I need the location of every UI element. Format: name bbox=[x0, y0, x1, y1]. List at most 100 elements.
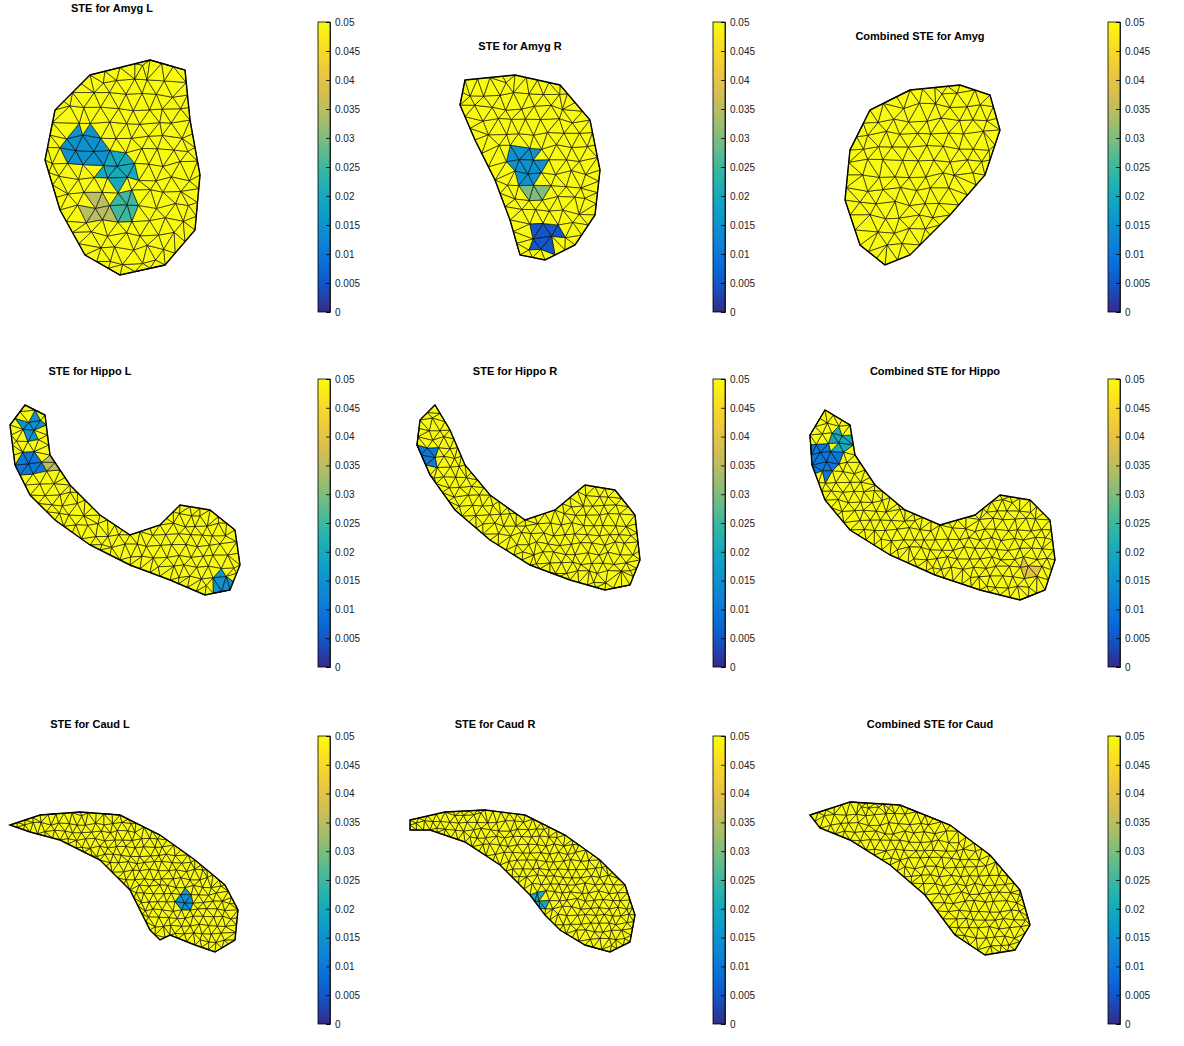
outline bbox=[10, 405, 240, 595]
surface-face bbox=[519, 134, 534, 149]
tick: 0 bbox=[1116, 307, 1131, 318]
tick: 0.045 bbox=[721, 403, 755, 414]
tick-label: 0.005 bbox=[335, 278, 360, 289]
tick-label: 0.035 bbox=[730, 104, 755, 115]
surface-face bbox=[616, 526, 626, 535]
surface-face bbox=[1042, 530, 1052, 538]
surface-face bbox=[210, 544, 220, 555]
surface-face bbox=[102, 178, 118, 193]
tick: 0 bbox=[721, 662, 736, 673]
surface-face bbox=[579, 204, 596, 215]
tick-label: 0.045 bbox=[1125, 46, 1150, 57]
tick: 0.015 bbox=[721, 220, 755, 231]
surface-face bbox=[155, 917, 163, 927]
surface-face bbox=[608, 565, 621, 572]
surface-face bbox=[895, 201, 909, 218]
tick-label: 0.015 bbox=[730, 220, 755, 231]
surface-face bbox=[144, 838, 156, 847]
surface-face bbox=[84, 107, 101, 123]
tick-mark bbox=[1116, 408, 1120, 409]
surface-face bbox=[183, 205, 196, 221]
tick-mark bbox=[326, 379, 330, 380]
surface-face bbox=[218, 523, 226, 536]
surface-face bbox=[863, 122, 878, 135]
tick: 0.015 bbox=[326, 575, 360, 586]
surface-face bbox=[483, 515, 495, 524]
surface-face bbox=[572, 523, 584, 534]
tick-mark bbox=[1116, 167, 1120, 168]
surface-face bbox=[498, 534, 511, 545]
tick-label: 0.045 bbox=[335, 403, 360, 414]
tick-mark bbox=[721, 225, 725, 226]
surface-face bbox=[874, 490, 882, 500]
surface-face bbox=[212, 536, 225, 544]
outline bbox=[417, 405, 640, 590]
surface-face bbox=[833, 415, 841, 426]
surface-face bbox=[900, 133, 918, 147]
surface-face bbox=[992, 557, 1000, 566]
surface-face bbox=[104, 814, 113, 824]
panel-title: Combined STE for Hippo bbox=[870, 365, 1000, 377]
surface-face bbox=[81, 832, 91, 839]
surface-face bbox=[883, 177, 901, 190]
panel-title: STE for Amyg R bbox=[478, 40, 561, 52]
surface-face bbox=[554, 546, 566, 555]
tick-label: 0.035 bbox=[1125, 104, 1150, 115]
colorbar bbox=[713, 379, 725, 667]
tick-label: 0.035 bbox=[335, 104, 360, 115]
surface-face bbox=[105, 840, 115, 848]
surface-face bbox=[548, 536, 560, 546]
surface-face bbox=[207, 517, 218, 527]
surface-face bbox=[608, 490, 622, 498]
mesh bbox=[810, 410, 1055, 600]
surface-face bbox=[910, 89, 923, 103]
surface-patch bbox=[83, 135, 101, 151]
tick-mark bbox=[721, 254, 725, 255]
tick-label: 0.01 bbox=[335, 249, 355, 260]
surface-face bbox=[584, 526, 594, 535]
surface-face bbox=[997, 511, 1007, 520]
surface-patch bbox=[530, 148, 542, 160]
tick-mark bbox=[1116, 523, 1120, 524]
surface-face bbox=[498, 118, 511, 134]
tick: 0.02 bbox=[326, 191, 355, 202]
mesh bbox=[45, 60, 200, 275]
tick: 0.025 bbox=[1116, 162, 1150, 173]
surface-face bbox=[883, 160, 903, 177]
surface-face bbox=[28, 440, 39, 452]
surface-face bbox=[148, 123, 162, 137]
tick: 0.02 bbox=[1116, 191, 1145, 202]
tick-label: 0.03 bbox=[730, 489, 750, 500]
surface-face bbox=[1031, 530, 1041, 538]
surface-face bbox=[131, 544, 142, 557]
axis-line bbox=[721, 380, 726, 668]
tick-label: 0.03 bbox=[1125, 489, 1145, 500]
surface-face bbox=[173, 83, 188, 98]
surface-face bbox=[122, 250, 142, 264]
surface-face bbox=[96, 524, 108, 537]
surface-face bbox=[550, 563, 556, 573]
surface-face bbox=[138, 190, 156, 209]
panel: STE for Amyg R 00.0050.010.0150.020.0250.… bbox=[460, 17, 755, 318]
tick: 0.04 bbox=[1116, 75, 1145, 86]
surface-patch bbox=[421, 448, 435, 458]
surface-face bbox=[220, 542, 237, 555]
tick-label: 0.04 bbox=[335, 431, 355, 442]
colorbar bbox=[318, 379, 330, 667]
surface-face bbox=[79, 123, 90, 135]
tick-mark bbox=[1116, 437, 1120, 438]
surface-face bbox=[38, 496, 52, 505]
tick: 0.01 bbox=[1116, 249, 1145, 260]
tick-label: 0.025 bbox=[730, 518, 755, 529]
surface-face bbox=[507, 134, 519, 146]
tick-label: 0 bbox=[335, 307, 341, 318]
surface-face bbox=[492, 107, 505, 118]
surface-face bbox=[113, 854, 121, 863]
axis-line bbox=[1116, 380, 1121, 668]
surface-face bbox=[25, 474, 40, 485]
surface-patch bbox=[182, 903, 191, 910]
tick-mark bbox=[326, 552, 330, 553]
surface-face bbox=[449, 497, 459, 506]
tick: 0.045 bbox=[326, 403, 360, 414]
colorbar-axis: 00.0050.010.0150.020.0250.030.0350.040.0… bbox=[721, 17, 755, 318]
